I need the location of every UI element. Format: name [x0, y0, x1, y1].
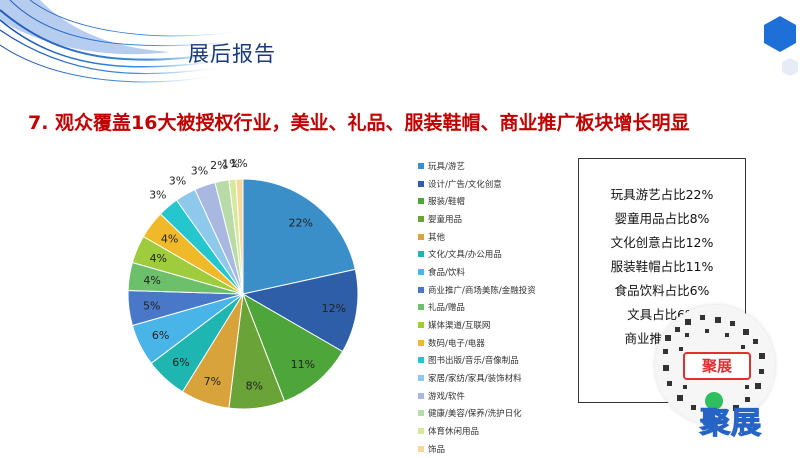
- legend-swatch: [418, 286, 424, 293]
- legend-item-9: 礼品/赠品: [418, 299, 568, 317]
- pie-data-label-17: 1%: [230, 157, 247, 170]
- legend-swatch: [418, 428, 424, 435]
- qr-pattern-icon: [663, 315, 765, 411]
- legend-item-11: 数码/电子/电器: [418, 334, 568, 352]
- legend-label: 游戏/软件: [428, 391, 465, 402]
- legend-label: 体育休闲用品: [428, 427, 480, 438]
- qr-code[interactable]: 聚展: [655, 305, 775, 425]
- stat-line-3: 文化创意占比12%: [610, 235, 714, 250]
- pie-data-label-16: 1%: [222, 158, 239, 171]
- legend-swatch: [418, 322, 424, 329]
- pie-data-label-10: 4%: [150, 252, 167, 265]
- legend-swatch: [418, 233, 424, 240]
- legend-swatch: [418, 304, 424, 311]
- pie-data-label-2: 12%: [322, 302, 346, 315]
- legend-swatch: [418, 339, 424, 346]
- wechat-icon: [705, 392, 723, 410]
- legend-label: 其他: [428, 232, 446, 243]
- legend-swatch: [418, 375, 424, 382]
- legend-label: 饰品: [428, 444, 446, 455]
- wave-decoration: [0, 0, 251, 83]
- pie-slice-2: [241, 268, 359, 353]
- legend-swatch: [418, 392, 424, 399]
- pie-data-label-5: 7%: [204, 375, 221, 388]
- qr-brand-logo: 聚展: [683, 352, 751, 380]
- hexagon-decoration: [764, 16, 798, 76]
- legend-label: 礼品/赠品: [428, 303, 465, 314]
- legend-item-8: 商业推广/商场美陈/金融投资: [418, 281, 568, 299]
- legend-item-5: 其他: [418, 228, 568, 246]
- legend-swatch: [418, 445, 424, 452]
- legend-swatch: [418, 198, 424, 205]
- legend: 玩具/游艺设计/广告/文化创意 服装/鞋帽婴童用品其他文化/文具/办公用品 食品/饮…: [418, 157, 568, 458]
- legend-item-15: 健康/美容/保养/洗护日化: [418, 405, 568, 423]
- legend-item-10: 媒体渠道/互联网: [418, 316, 568, 334]
- legend-swatch: [418, 268, 424, 275]
- legend-label: 健康/美容/保养/洗护日化: [428, 409, 522, 420]
- watermark: 聚展: [699, 405, 762, 441]
- pie-slice-1: [242, 178, 356, 295]
- legend-swatch: [418, 162, 424, 169]
- headline: 7. 观众覆盖16大被授权行业，美业、礼品、服装鞋帽、商业推广板块增长明显: [28, 112, 690, 134]
- pie-data-label-12: 3%: [149, 189, 166, 202]
- legend-item-6: 文化/文具/办公用品: [418, 245, 568, 263]
- legend-swatch: [418, 180, 424, 187]
- legend-swatch: [418, 410, 424, 417]
- stat-line-2: 婴童用品占比8%: [614, 211, 710, 226]
- pie-data-label-11: 4%: [161, 233, 178, 246]
- legend-item-2: 设计/广告/文化创意: [418, 175, 568, 193]
- pie-data-label-7: 6%: [152, 329, 169, 342]
- legend-item-14: 游戏/软件: [418, 387, 568, 405]
- legend-swatch: [418, 251, 424, 258]
- pie-data-label-9: 4%: [143, 274, 160, 287]
- pie-data-label-3: 11%: [291, 358, 315, 371]
- pie-data-label-1: 22%: [288, 216, 312, 229]
- legend-item-16: 体育休闲用品: [418, 422, 568, 440]
- pie-data-label-6: 6%: [172, 356, 189, 369]
- legend-item-7: 食品/饮料: [418, 263, 568, 281]
- legend-label: 设计/广告/文化创意: [428, 179, 502, 190]
- legend-label: 服装/鞋帽: [428, 197, 465, 208]
- legend-swatch: [418, 357, 424, 364]
- legend-item-12: 图书出版/音乐/音像制品: [418, 352, 568, 370]
- legend-item-17: 饰品: [418, 440, 568, 458]
- stat-line-1: 玩具游艺占比22%: [610, 187, 714, 202]
- legend-label: 玩具/游艺: [428, 161, 465, 172]
- pie-data-label-14: 3%: [191, 164, 208, 177]
- legend-item-13: 家居/家纺/家具/装饰材料: [418, 369, 568, 387]
- legend-label: 媒体渠道/互联网: [428, 321, 491, 332]
- pie-data-label-4: 8%: [246, 379, 263, 392]
- legend-item-4: 婴童用品: [418, 210, 568, 228]
- legend-label: 家居/家纺/家具/装饰材料: [428, 374, 522, 385]
- legend-label: 商业推广/商场美陈/金融投资: [428, 285, 536, 296]
- pie-data-label-13: 3%: [169, 175, 186, 188]
- pie-slice-17: [235, 178, 244, 295]
- pie-slice-3: [242, 292, 344, 402]
- legend-label: 食品/饮料: [428, 267, 465, 278]
- pie-data-label-8: 5%: [143, 299, 160, 312]
- legend-item-3: 服装/鞋帽: [418, 192, 568, 210]
- stat-line-4: 服装鞋帽占比11%: [610, 259, 714, 274]
- stat-line-5: 食品饮料占比6%: [614, 283, 710, 298]
- legend-label: 文化/文具/办公用品: [428, 250, 502, 261]
- legend-item-1: 玩具/游艺: [418, 157, 568, 175]
- page-heading: 展后报告: [188, 42, 276, 66]
- legend-swatch: [418, 215, 424, 222]
- pie-data-label-15: 2%: [210, 159, 227, 172]
- legend-label: 图书出版/音乐/音像制品: [428, 356, 519, 367]
- legend-label: 数码/电子/电器: [428, 338, 485, 349]
- legend-label: 婴童用品: [428, 214, 463, 225]
